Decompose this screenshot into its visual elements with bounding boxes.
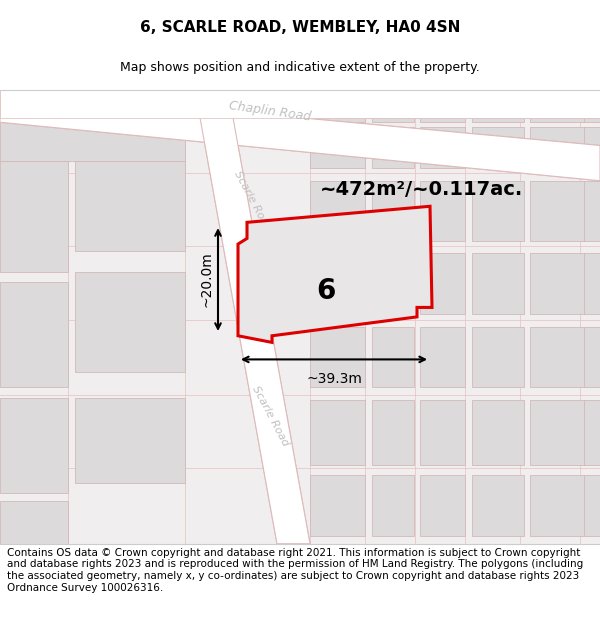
Bar <box>372 475 414 536</box>
Bar <box>310 181 365 241</box>
Bar <box>472 99 524 122</box>
Bar <box>0 90 600 118</box>
Text: Scarle Road: Scarle Road <box>250 384 290 448</box>
Bar <box>372 399 414 465</box>
Bar <box>530 127 585 168</box>
Bar <box>201 90 259 118</box>
Bar <box>472 327 524 388</box>
Bar <box>584 181 600 241</box>
Bar <box>0 122 185 161</box>
Bar <box>402 90 460 118</box>
Bar <box>67 90 125 118</box>
Bar <box>0 282 68 388</box>
Bar <box>0 90 600 118</box>
Bar <box>0 501 68 544</box>
Bar <box>268 90 326 118</box>
Text: Map shows position and indicative extent of the property.: Map shows position and indicative extent… <box>120 61 480 74</box>
Bar <box>530 475 585 536</box>
Bar <box>372 181 414 241</box>
Polygon shape <box>0 90 600 181</box>
Text: ~20.0m: ~20.0m <box>199 252 213 308</box>
Bar <box>372 327 414 388</box>
Text: 6, SCARLE ROAD, WEMBLEY, HA0 4SN: 6, SCARLE ROAD, WEMBLEY, HA0 4SN <box>140 19 460 34</box>
Bar <box>536 90 594 118</box>
Bar <box>472 127 524 168</box>
Bar <box>530 327 585 388</box>
Bar <box>420 181 465 241</box>
Polygon shape <box>195 90 310 544</box>
Bar <box>472 253 524 314</box>
Bar <box>372 253 414 314</box>
Bar <box>420 475 465 536</box>
Text: Chaplin Road: Chaplin Road <box>228 99 312 124</box>
Bar <box>472 181 524 241</box>
Bar <box>584 127 600 168</box>
Bar <box>469 90 527 118</box>
Bar <box>530 399 585 465</box>
Bar <box>584 327 600 388</box>
Text: Contains OS data © Crown copyright and database right 2021. This information is : Contains OS data © Crown copyright and d… <box>7 548 583 592</box>
Bar <box>0 161 68 271</box>
Bar <box>420 127 465 168</box>
Bar <box>530 181 585 241</box>
Bar <box>584 399 600 465</box>
Bar <box>420 253 465 314</box>
Bar <box>75 398 185 483</box>
Text: ~39.3m: ~39.3m <box>306 371 362 386</box>
Bar <box>420 99 465 122</box>
Bar <box>420 399 465 465</box>
Bar <box>134 90 192 118</box>
Bar <box>310 399 365 465</box>
Bar <box>75 161 185 251</box>
Bar <box>372 127 414 168</box>
Text: Scarle Road: Scarle Road <box>232 169 272 232</box>
Bar <box>310 127 365 168</box>
Bar <box>310 253 365 314</box>
Bar <box>0 90 58 118</box>
Bar <box>584 99 600 122</box>
Polygon shape <box>0 90 600 181</box>
Bar <box>310 475 365 536</box>
Bar <box>584 475 600 536</box>
Bar <box>472 399 524 465</box>
Bar <box>310 327 365 388</box>
Bar <box>75 271 185 372</box>
Text: 6: 6 <box>316 277 335 305</box>
Bar <box>530 99 585 122</box>
Polygon shape <box>195 90 310 544</box>
Polygon shape <box>238 206 432 342</box>
Text: ~472m²/~0.117ac.: ~472m²/~0.117ac. <box>320 180 523 199</box>
Bar <box>530 253 585 314</box>
Bar <box>335 90 393 118</box>
Bar <box>0 398 68 493</box>
Bar <box>310 99 365 122</box>
Bar <box>420 327 465 388</box>
Bar <box>372 99 414 122</box>
Bar <box>584 253 600 314</box>
Bar <box>472 475 524 536</box>
